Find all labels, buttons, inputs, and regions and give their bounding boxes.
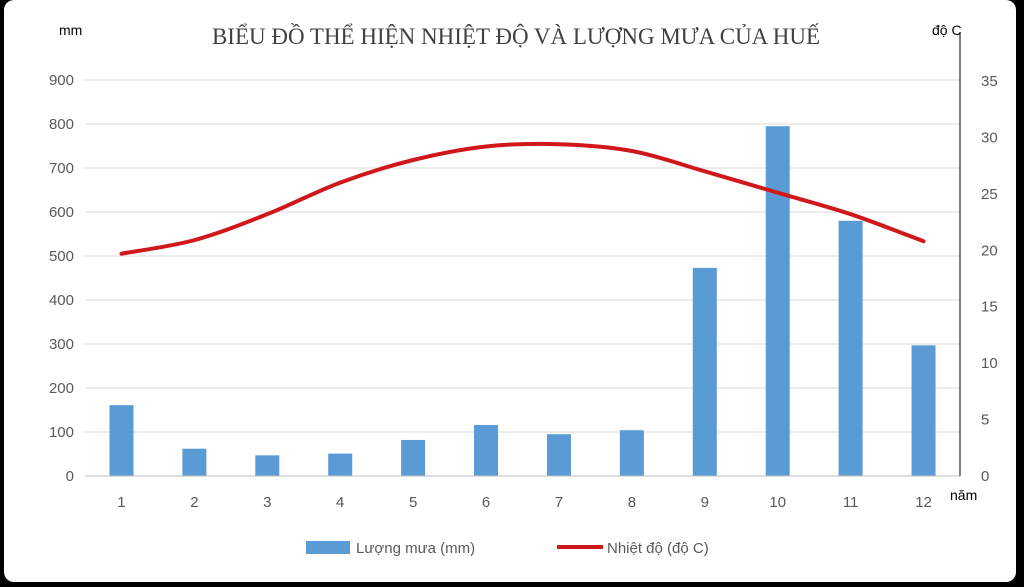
line-series — [119, 141, 926, 256]
axes: 0100200300400500600700800900051015202530… — [49, 32, 998, 511]
temperature-line — [119, 141, 926, 256]
right-tick-label: 30 — [981, 129, 998, 146]
legend: Lượng mưa (mm) Nhiệt độ (độ C) — [306, 540, 709, 557]
right-tick-label: 20 — [981, 242, 998, 259]
left-tick-label: 700 — [49, 160, 74, 177]
chart: BIỂU ĐỒ THỂ HIỆN NHIỆT ĐỘ VÀ LƯỢNG MƯA C… — [49, 22, 998, 557]
left-tick-label: 0 — [66, 468, 74, 485]
left-tick-label: 100 — [49, 424, 74, 441]
x-tick-label: 4 — [336, 494, 344, 511]
x-tick-label: 12 — [915, 494, 932, 511]
gridlines — [85, 79, 960, 433]
left-tick-label: 900 — [49, 72, 74, 89]
bar — [474, 424, 499, 476]
x-tick-label: 7 — [555, 494, 563, 511]
bar — [182, 448, 207, 476]
x-tick-label: 5 — [409, 494, 417, 511]
left-axis-unit: mm — [59, 22, 82, 38]
x-tick-label: 10 — [769, 494, 786, 511]
legend-swatch-rain — [306, 541, 350, 554]
bar — [546, 434, 571, 476]
right-tick-label: 15 — [981, 299, 998, 316]
x-axis-unit: năm — [950, 487, 977, 503]
chart-card: BIỂU ĐỒ THỂ HIỆN NHIỆT ĐỘ VÀ LƯỢNG MƯA C… — [4, 0, 1016, 582]
bar-series — [109, 126, 936, 476]
right-tick-label: 35 — [981, 73, 998, 90]
x-tick-label: 1 — [117, 494, 125, 511]
bar — [401, 439, 426, 476]
bar — [911, 345, 936, 476]
legend-label-rain: Lượng mưa (mm) — [356, 540, 475, 557]
right-tick-label: 25 — [981, 186, 998, 203]
x-tick-label: 3 — [263, 494, 271, 511]
bar — [838, 220, 863, 476]
left-tick-label: 200 — [49, 380, 74, 397]
x-tick-label: 11 — [843, 494, 859, 511]
left-tick-label: 400 — [49, 292, 74, 309]
left-tick-label: 300 — [49, 336, 74, 353]
right-tick-label: 10 — [981, 355, 998, 372]
x-tick-label: 9 — [701, 494, 709, 511]
bar — [692, 267, 717, 476]
x-tick-label: 8 — [628, 494, 636, 511]
chart-title: BIỂU ĐỒ THỂ HIỆN NHIỆT ĐỘ VÀ LƯỢNG MƯA C… — [212, 23, 820, 49]
bar — [619, 430, 644, 476]
bar — [765, 126, 790, 476]
x-tick-label: 2 — [190, 494, 198, 511]
bar — [255, 455, 280, 476]
right-tick-label: 5 — [981, 412, 989, 429]
left-tick-label: 800 — [49, 116, 74, 133]
x-tick-label: 6 — [482, 494, 490, 511]
right-tick-label: 0 — [981, 468, 989, 485]
bar — [109, 405, 134, 476]
legend-label-temp: Nhiệt độ (độ C) — [607, 540, 709, 557]
left-tick-label: 500 — [49, 248, 74, 265]
bar — [328, 453, 353, 476]
right-axis-unit: độ C — [932, 22, 962, 38]
left-tick-label: 600 — [49, 204, 74, 221]
